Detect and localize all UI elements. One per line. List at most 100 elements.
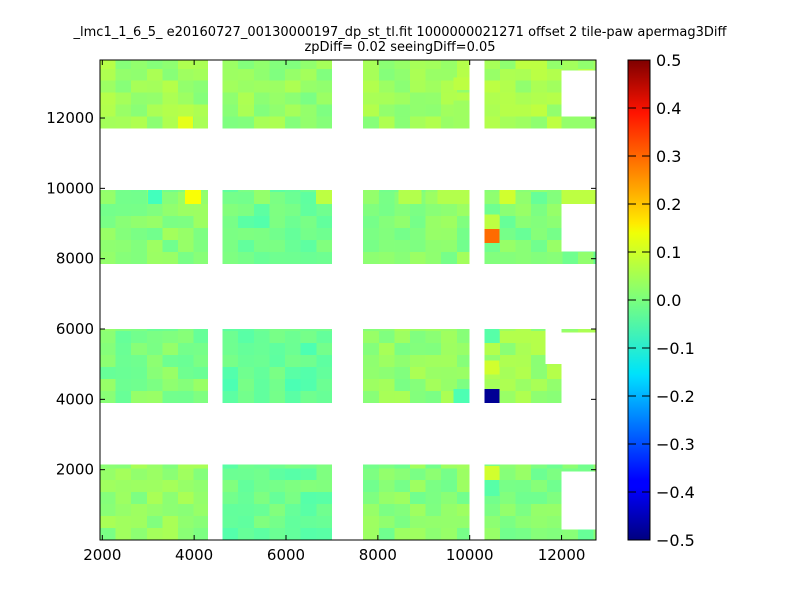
heatmap-cell [193,480,208,493]
heatmap-cell [546,492,563,505]
heatmap-cell [484,492,501,505]
heatmap-cell [515,504,532,517]
heatmap-cell [178,504,194,517]
heatmap-cell [269,68,286,81]
heatmap-cell [238,516,254,529]
heatmap-cell [300,68,317,81]
heatmap-cell [100,390,116,403]
heatmap-cell [178,468,194,481]
heatmap-cell [531,366,547,379]
heatmap-cell [269,204,286,217]
heatmap-cell [115,60,132,69]
heatmap-cell [425,378,442,391]
heatmap-cell [456,68,470,81]
heatmap-cell [146,252,163,264]
heatmap-cell [222,366,239,379]
heatmap-cell [222,190,239,193]
heatmap-cell [193,468,208,481]
heatmap-cell [222,343,239,356]
heatmap-cell [425,516,442,529]
missing-data-region [561,336,596,393]
heatmap-cell [285,216,301,229]
heatmap-cell [378,464,395,469]
heatmap-cell [410,355,426,367]
heatmap-cell [115,204,132,217]
heatmap-cell [269,492,286,505]
heatmap-cell [394,68,410,81]
y-tick-label: 8000 [56,250,94,268]
heatmap-cell [531,355,547,367]
heatmap-cell [115,92,132,105]
heatmap-cell [146,228,163,241]
heatmap-cell [316,480,332,493]
heatmap-cell [238,480,254,493]
heatmap-cell [146,116,163,129]
heatmap-cell [222,355,239,367]
heatmap-cell [378,343,395,356]
heatmap-cell [456,343,470,356]
heatmap-highlight-cell [484,388,500,403]
heatmap-highlight-cell [148,190,162,205]
heatmap-cell [131,216,147,229]
colorbar-tick-label: −0.1 [656,339,695,358]
heatmap-cell [193,504,208,517]
heatmap-cell [441,390,457,403]
heatmap-cell [115,190,132,193]
heatmap-cell [300,216,317,229]
heatmap-cell [238,204,254,217]
heatmap-cell [546,390,563,403]
heatmap-cell [531,343,547,356]
heatmap-highlight-cell [484,480,500,497]
heatmap-cell [578,252,594,264]
heatmap-cell [300,192,317,205]
heatmap-cell [363,116,379,129]
heatmap-cell [285,228,301,241]
heatmap-cell [378,331,395,344]
heatmap-cell [378,390,395,403]
heatmap-cell [222,104,239,117]
heatmap-cell [546,68,563,81]
heatmap-cell [131,492,147,505]
heatmap-cell [410,92,426,105]
heatmap-highlight-cell [484,466,500,481]
heatmap-cell [378,104,395,117]
heatmap-cell [146,528,163,540]
heatmap-cell [316,390,332,403]
heatmap-cell [410,366,426,379]
x-tick-label: 10000 [446,546,494,564]
heatmap-cell [162,468,179,481]
heatmap-cell [394,92,410,105]
heatmap-cell [269,366,286,379]
heatmap-highlight-cell [253,190,270,205]
heatmap-cell [193,355,208,367]
missing-data-region [561,471,596,530]
heatmap-cell [515,116,532,129]
heatmap-cell [546,480,563,493]
heatmap-cell [131,464,147,469]
heatmap-cell [300,60,317,69]
heatmap-cell [193,92,208,105]
heatmap-cell [100,190,116,193]
heatmap-cell [146,60,163,69]
heatmap-cell [378,80,395,93]
heatmap-cell [222,252,239,264]
heatmap-cell [593,252,596,264]
heatmap-cell [100,60,116,69]
heatmap-cell [531,504,547,517]
heatmap-cell [146,80,163,93]
heatmap-cell [394,492,410,505]
heatmap-cell [178,60,194,69]
heatmap-cell [578,60,594,69]
heatmap-cell [316,504,332,517]
heatmap-cell [363,464,379,469]
heatmap-cell [300,190,317,193]
heatmap-cell [300,228,317,241]
heatmap-cell [410,464,426,469]
heatmap-cell [131,329,147,332]
heatmap-cell [100,343,116,356]
heatmap-cell [100,468,116,481]
heatmap-cell [162,68,179,81]
heatmap-cell [131,204,147,217]
heatmap-cell [238,331,254,344]
heatmap-cell [394,80,410,93]
